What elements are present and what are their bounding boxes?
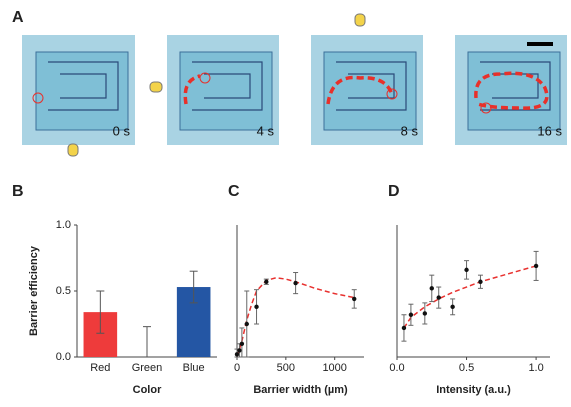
point <box>239 341 245 346</box>
point <box>436 295 441 300</box>
frame <box>149 35 279 145</box>
point <box>450 304 455 310</box>
panel-letter: D <box>388 183 400 200</box>
time-label: 8 s <box>401 123 419 138</box>
time-label: 4 s <box>257 123 275 138</box>
panel-letter: C <box>228 183 240 200</box>
x-axis-label: Intensity (a.u.) <box>436 384 511 396</box>
point <box>234 352 240 357</box>
point <box>464 267 469 273</box>
x-tick-label: 500 <box>277 362 295 374</box>
point <box>401 325 407 331</box>
point <box>254 304 259 310</box>
frame <box>311 13 423 145</box>
point <box>244 321 249 327</box>
x-tick-label: 0 <box>234 362 240 374</box>
time-label: 16 s <box>537 123 562 138</box>
x-tick-label: 1.0 <box>528 362 543 374</box>
point <box>478 279 483 284</box>
point <box>533 263 539 269</box>
x-tick-label: Green <box>132 362 163 374</box>
point <box>422 311 428 316</box>
fit-line <box>403 265 537 329</box>
point <box>237 348 242 353</box>
x-tick-label: 0.0 <box>389 362 404 374</box>
x-tick-label: 1000 <box>322 362 346 374</box>
panel-letter: A <box>12 9 24 26</box>
x-tick-label: Blue <box>183 362 205 374</box>
point <box>429 286 434 291</box>
point <box>264 279 269 284</box>
x-axis-label: Barrier width (µm) <box>253 384 348 396</box>
point <box>293 280 298 286</box>
y-axis-label: Barrier efficiency <box>28 245 40 336</box>
y-tick-label: 1.0 <box>56 219 71 231</box>
time-label: 0 s <box>113 123 131 138</box>
y-tick-label: 0.5 <box>56 285 71 297</box>
frame <box>455 35 567 145</box>
x-tick-label: 0.5 <box>459 362 474 374</box>
frame <box>22 35 135 157</box>
x-tick-label: Red <box>90 362 110 374</box>
x-axis-label: Color <box>133 384 162 396</box>
panel-letter: B <box>12 183 24 200</box>
point <box>352 296 357 302</box>
point <box>408 312 414 317</box>
y-tick-label: 0.0 <box>56 351 71 363</box>
